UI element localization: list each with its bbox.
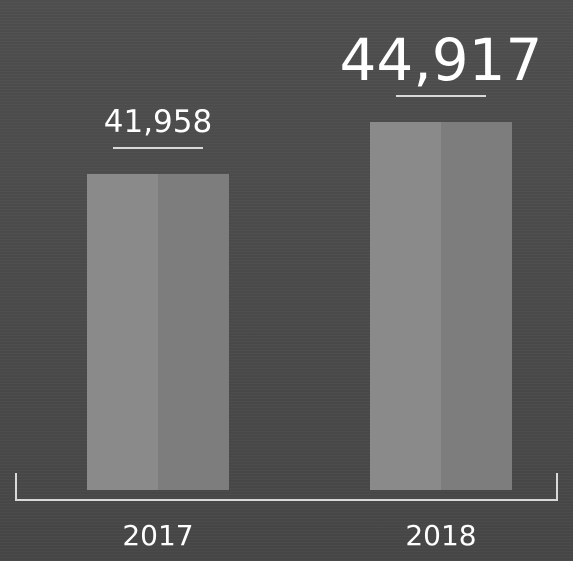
category-label-2018: 2018 [405, 519, 476, 552]
bars [87, 122, 512, 490]
category-label-2017: 2017 [122, 519, 193, 552]
bar-2017-right [158, 174, 229, 490]
value-label-2017: 41,958 [104, 104, 212, 140]
bar-2018-left [370, 122, 441, 490]
bar-2017-left [87, 174, 158, 490]
bar-2018-right [441, 122, 512, 490]
value-label-2018: 44,917 [340, 26, 543, 94]
